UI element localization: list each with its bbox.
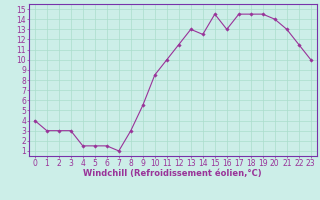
X-axis label: Windchill (Refroidissement éolien,°C): Windchill (Refroidissement éolien,°C) [84, 169, 262, 178]
